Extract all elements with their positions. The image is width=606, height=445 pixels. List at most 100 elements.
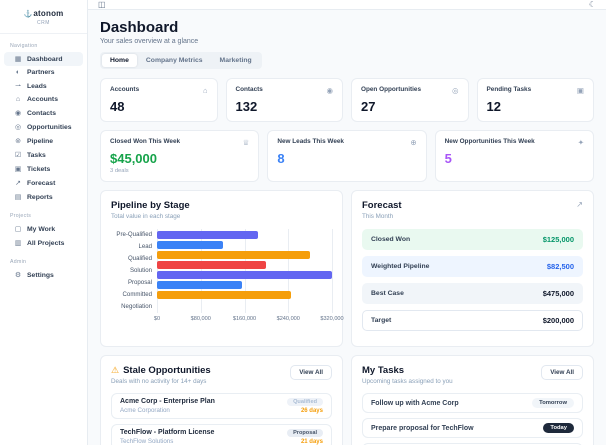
sidebar-item-my-work[interactable]: ▢ My Work [4, 222, 83, 236]
task-item[interactable]: Prepare proposal for TechFlow Today [362, 418, 583, 438]
sidebar-item-label: Reports [27, 193, 53, 201]
stat-value: 8 [277, 151, 285, 166]
bottom-panels: ⚠ Stale Opportunities Deals with no acti… [100, 355, 594, 445]
sidebar-item-pipeline[interactable]: ⊚ Pipeline [4, 134, 83, 148]
due-date-badge: Today [543, 423, 574, 433]
stale-subtitle: Deals with no activity for 14+ days [111, 378, 207, 385]
chart-category-label: Negotiation [121, 303, 152, 310]
tab-company-metrics[interactable]: Company Metrics [145, 57, 203, 64]
stale-view-all-button[interactable]: View All [290, 365, 332, 380]
chart-gridline [332, 229, 333, 313]
forecast-row-target: Target $200,000 [362, 310, 583, 331]
all-projects-icon: ▥ [14, 240, 22, 247]
theme-toggle-icon[interactable]: ☾ [588, 0, 596, 9]
stat-value: 27 [361, 99, 376, 114]
forecast-row-value: $200,000 [542, 316, 574, 325]
sidebar-section-label: Navigation [10, 43, 38, 49]
building-icon: ⌂ [202, 86, 208, 95]
chart-category-labels: Pre-Qualified Lead Qualified Solution Propos… [111, 229, 157, 313]
sidebar-item-label: Leads [27, 82, 47, 90]
tab-marketing[interactable]: Marketing [219, 57, 252, 64]
forecast-row-label: Weighted Pipeline [371, 263, 430, 270]
stale-opportunity-item[interactable]: Acme Corp - Enterprise Plan Acme Corporat… [111, 393, 332, 419]
sidebar-toggle-icon[interactable]: ◫ [98, 0, 106, 9]
user-plus-icon: ⊕ [410, 138, 417, 147]
chart-x-tick: $240,000 [276, 316, 300, 322]
users-icon: ◉ [326, 86, 333, 95]
sidebar-item-all-projects[interactable]: ▥ All Projects [4, 236, 83, 250]
stat-value: 5 [444, 151, 452, 166]
tasks-subtitle: Upcoming tasks assigned to you [362, 378, 453, 385]
stale-opportunity-item[interactable]: TechFlow - Platform License TechFlow Solu… [111, 424, 332, 445]
clipboard-icon: ▣ [576, 86, 584, 95]
stat-card-new-opportunities-this-week: New Opportunities This Week ✦ 5 [434, 130, 594, 182]
chart-bar-committed [157, 281, 242, 289]
chart-bar-lead [157, 241, 223, 249]
sidebar-item-tasks[interactable]: ☑ Tasks [4, 148, 83, 162]
sidebar-item-reports[interactable]: ▤ Reports [4, 190, 83, 204]
stat-value: 48 [110, 99, 125, 114]
my-work-icon: ▢ [14, 226, 22, 233]
due-date-badge: Tomorrow [532, 398, 574, 408]
sidebar-item-label: Partners [27, 69, 55, 76]
forecast-row-best-case: Best Case $475,000 [362, 283, 583, 304]
tasks-view-all-button[interactable]: View All [541, 365, 583, 380]
opportunity-company: TechFlow Solutions [120, 438, 174, 445]
sidebar-item-label: Contacts [27, 109, 57, 117]
sidebar-item-label: Forecast [27, 179, 56, 187]
sidebar-item-partners[interactable]: ◐ Partners [4, 66, 83, 79]
pipeline-subtitle: Total value in each stage [111, 213, 181, 220]
warning-icon: ⚠ [111, 365, 120, 375]
sidebar-item-label: Tasks [27, 151, 46, 159]
stat-value: $45,000 [110, 151, 157, 166]
stats-row-1: Accounts ⌂ 48 Contacts ◉ 132 Open Opportunitie… [100, 78, 594, 122]
stat-label: Accounts [110, 86, 140, 93]
opportunity-company: Acme Corporation [120, 407, 170, 414]
stat-label: Contacts [235, 86, 263, 93]
brand-logo-icon: ⚓ [23, 11, 33, 18]
sidebar-item-label: Settings [27, 271, 54, 279]
chart-bar-proposal [157, 271, 332, 279]
forecast-row-weighted-pipeline: Weighted Pipeline $82,500 [362, 256, 583, 277]
chart-category-label: Lead [138, 243, 152, 250]
chart-bar-qualified [157, 251, 311, 259]
sidebar-item-tickets[interactable]: ▣ Tickets [4, 162, 83, 176]
page-title: Dashboard [100, 19, 179, 36]
forecast-row-label: Target [371, 317, 392, 324]
chart-category-label: Proposal [127, 279, 152, 286]
sidebar-item-contacts[interactable]: ◉ Contacts [4, 106, 83, 120]
sidebar-item-label: Tickets [27, 165, 51, 173]
stat-card-open-opportunities: Open Opportunities ◎ 27 [351, 78, 469, 122]
stale-opportunities-panel: ⚠ Stale Opportunities Deals with no acti… [100, 355, 343, 445]
forecast-rows: Closed Won $125,000 Weighted Pipeline $82,5… [362, 229, 583, 331]
task-item[interactable]: Follow up with Acme Corp Tomorrow [362, 393, 583, 413]
task-name: Follow up with Acme Corp [371, 399, 459, 407]
forecast-title: Forecast [362, 200, 402, 211]
sidebar-item-settings[interactable]: ⚙ Settings [4, 268, 83, 282]
stat-card-pending-tasks: Pending Tasks ▣ 12 [476, 78, 594, 122]
forecast-icon: ↗ [15, 180, 21, 187]
sidebar-item-forecast[interactable]: ↗ Forecast [4, 176, 83, 190]
sidebar-item-opportunities[interactable]: ◎ Opportunities [4, 120, 83, 134]
dashboard-content: Dashboard Your sales overview at a glanc… [88, 10, 606, 445]
pipeline-panel: Pipeline by Stage Total value in each st… [100, 190, 344, 347]
opportunities-icon: ◎ [14, 124, 22, 131]
sidebar-item-dashboard[interactable]: ▦ Dashboard [4, 52, 83, 66]
sidebar-section-label: Admin [10, 259, 27, 265]
forecast-row-label: Closed Won [371, 236, 411, 243]
sidebar: ⚓atonom CRM Navigation ▦ Dashboard ◐ Partner… [0, 0, 88, 445]
sidebar-item-label: My Work [27, 225, 56, 233]
brand: ⚓atonom CRM [0, 0, 87, 34]
chart-bar-pre-qualified [157, 231, 259, 239]
sidebar-item-leads[interactable]: ⇀ Leads [4, 79, 83, 93]
chart-x-tick: $0 [153, 316, 161, 322]
stat-sub: 3 deals [110, 168, 129, 174]
sidebar-item-accounts[interactable]: ⌂ Accounts [4, 93, 83, 106]
tasks-icon: ☑ [14, 152, 22, 159]
sidebar-section-label: Projects [10, 213, 32, 219]
main-area: ◫ ☾ Dashboard Your sales overview at a g… [88, 0, 606, 445]
settings-icon: ⚙ [14, 272, 22, 279]
tab-home[interactable]: Home [102, 54, 137, 67]
target-icon: ◎ [451, 86, 459, 95]
stale-opportunities-list: Acme Corp - Enterprise Plan Acme Corporat… [111, 393, 332, 445]
